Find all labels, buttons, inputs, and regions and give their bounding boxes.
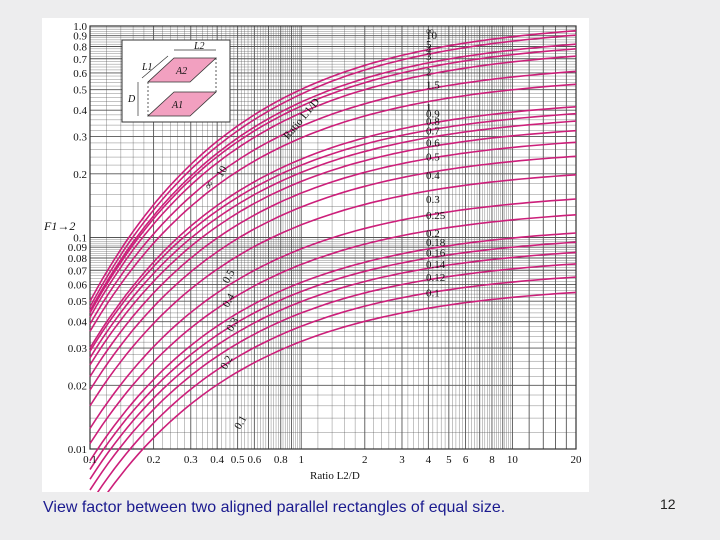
curve-label: 0.4	[426, 170, 440, 182]
series-line	[89, 29, 577, 302]
curve-label: 3	[426, 51, 432, 63]
diagonal-label: 0.1	[232, 414, 249, 432]
x-tick-label: 20	[571, 454, 583, 466]
y-tick-label: 0.3	[73, 132, 87, 144]
series-line	[89, 174, 577, 407]
y-tick-label: 0.7	[73, 54, 87, 66]
y-tick-label: 0.08	[68, 253, 88, 265]
series-line	[89, 263, 577, 491]
x-axis-label: Ratio L2/D	[310, 470, 360, 482]
x-tick-label: 4	[426, 454, 432, 466]
series-line	[89, 43, 577, 312]
curve-label: 10	[426, 30, 438, 42]
curve-label: 0.14	[426, 259, 446, 271]
curve-label: 2	[426, 66, 432, 78]
x-tick-label: 1	[298, 454, 304, 466]
x-tick-label: 0.8	[274, 454, 288, 466]
tick-labels: 0.1 0.2 0.3 0.4 0.5 0.6 0.8 1 2 3 4 5 6 8 10 201.00.90.…	[68, 21, 582, 466]
x-axis-label-bg	[306, 467, 372, 485]
curve-label: 0.9	[426, 109, 440, 121]
diagonal-label: 0.4	[220, 291, 238, 309]
x-tick-label: 3	[399, 454, 405, 466]
curve-label: ∞	[426, 26, 434, 38]
y-tick-label: 0.6	[73, 68, 87, 80]
series-line	[89, 232, 577, 462]
chart-panel: 0.1 0.2 0.3 0.4 0.5 0.6 0.8 1 2 3 4 5 6 8 10 20 1.0 0.9 0.…	[42, 18, 589, 492]
x-tick-label: 2	[362, 454, 368, 466]
y-tick-label: 0.01	[68, 444, 87, 456]
y-tick-label: 0.2	[73, 169, 87, 181]
curve-label: 0.16	[426, 247, 446, 259]
curve-label: 0.25	[426, 210, 446, 222]
x-tick-label: 0.5	[231, 454, 245, 466]
series-line	[89, 155, 577, 391]
series-line	[89, 48, 577, 314]
series-line	[89, 241, 577, 470]
y-tick-label: 0.04	[68, 317, 88, 329]
series-line	[89, 34, 577, 308]
y-tick-label: 0.03	[68, 343, 88, 355]
series-line	[89, 112, 577, 352]
curve-label: 0.1	[426, 287, 440, 299]
x-tick-label: 0.3	[184, 454, 198, 466]
series-line	[89, 70, 577, 325]
x-tick-label: 0.1	[83, 454, 97, 466]
x-tick-label: 0.2	[147, 454, 161, 466]
view-factor-chart: 0.1 0.2 0.3 0.4 0.5 0.6 0.8 1 2 3 4 5 6 8 10 201.00.90.…	[43, 21, 582, 492]
curve-label: 0.3	[426, 194, 440, 206]
x-tick-label: 10	[507, 454, 519, 466]
y-tick-label: 0.8	[73, 41, 87, 53]
diagonal-label: 0.2	[218, 354, 235, 372]
curve-label: 1	[426, 102, 432, 114]
y-tick-label: 0.4	[73, 105, 87, 117]
x-tick-label: 0.6	[247, 454, 261, 466]
series-line	[89, 55, 577, 318]
y-tick-label: 0.06	[68, 279, 88, 291]
series-line	[89, 106, 577, 349]
curve-label: 4	[426, 44, 432, 56]
slide-caption: View factor between two aligned parallel…	[43, 499, 506, 516]
series-line	[89, 214, 577, 445]
y-tick-label: 1.0	[73, 21, 87, 33]
curve-label: 0.18	[426, 237, 446, 249]
curves	[89, 29, 577, 492]
series-line	[89, 251, 577, 480]
x-tick-label: 6	[463, 454, 469, 466]
page-number: 12	[660, 496, 676, 512]
y-tick-label: 0.02	[68, 380, 87, 392]
x-tick-label: 5	[446, 454, 452, 466]
x-tick-label: 8	[489, 454, 495, 466]
series-line	[107, 291, 577, 492]
y-tick-label: 0.09	[68, 242, 88, 254]
series-line	[89, 141, 577, 378]
y-tick-label: 0.5	[73, 85, 87, 97]
inset-label-l2: L2	[193, 41, 205, 52]
plot-frame	[89, 25, 577, 450]
inset-label-d: D	[127, 94, 136, 105]
inset-label-a1: A1	[171, 100, 183, 111]
curve-label: 0.6	[426, 137, 440, 149]
series-line	[89, 83, 577, 332]
series-line	[89, 120, 577, 359]
curve-label: 0.5	[426, 151, 440, 163]
inset-label-l1: L1	[141, 62, 153, 73]
series-line	[89, 198, 577, 429]
curve-label: 0.12	[426, 272, 445, 284]
curve-label: 5	[426, 39, 432, 51]
curve-label: 0.8	[426, 116, 440, 128]
x-tick-label: 0.4	[210, 454, 224, 466]
inset-diagram: L2 L1 A2 D A1	[121, 39, 231, 123]
y-tick-label: 0.1	[73, 233, 87, 245]
y-tick-label: 0.07	[68, 265, 88, 277]
curve-label: 0.7	[426, 126, 440, 138]
y-tick-label: 0.9	[73, 31, 87, 43]
series-line	[96, 276, 577, 492]
curve-label: 0.2	[426, 228, 440, 240]
y-tick-label: 0.05	[68, 296, 88, 308]
inset-label-a2: A2	[175, 66, 187, 77]
series-line	[89, 129, 577, 366]
y-axis-label: F1→2	[43, 219, 75, 233]
curve-label: 1.5	[426, 79, 440, 91]
